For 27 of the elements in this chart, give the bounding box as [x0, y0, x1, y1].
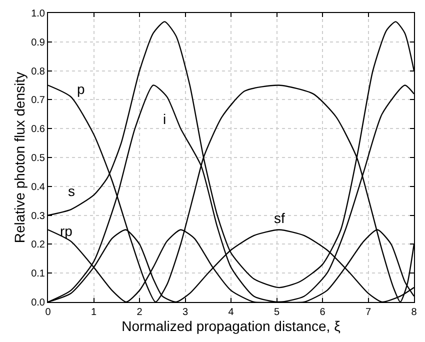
- x-tick-label: 8: [411, 307, 418, 318]
- y-tick-label: 0.4: [31, 182, 46, 193]
- x-axis-title: Normalized propagation distance, ξ: [122, 318, 340, 334]
- y-axis-title: Relative photon flux density: [12, 72, 28, 244]
- y-tick-label: 0.2: [31, 240, 46, 251]
- x-tick-label: 1: [90, 307, 97, 318]
- x-tick-label: 6: [320, 307, 326, 318]
- series-label: i: [163, 111, 166, 127]
- series-label: sf: [274, 210, 285, 226]
- y-tick-label: 0.0: [31, 298, 46, 308]
- x-tick-label: 2: [136, 307, 143, 318]
- y-tick-label: 1.0: [31, 8, 46, 20]
- x-tick-label: 7: [365, 307, 372, 318]
- y-tick-label: 0.5: [31, 153, 46, 164]
- y-tick-label: 0.8: [31, 66, 46, 78]
- x-tick-label: 0: [45, 307, 52, 318]
- y-tick-label: 0.1: [31, 268, 46, 280]
- series-label: s: [68, 183, 75, 199]
- y-tick-label: 0.7: [31, 95, 46, 106]
- series-label: p: [77, 81, 85, 97]
- y-tick-label: 0.6: [31, 124, 46, 136]
- series-label: rp: [60, 223, 73, 239]
- x-tick-label: 5: [274, 307, 280, 318]
- x-tick-label: 4: [228, 307, 234, 318]
- x-tick-label: 3: [182, 307, 188, 318]
- y-tick-label: 0.3: [31, 210, 46, 222]
- y-tick-label: 0.9: [31, 37, 46, 48]
